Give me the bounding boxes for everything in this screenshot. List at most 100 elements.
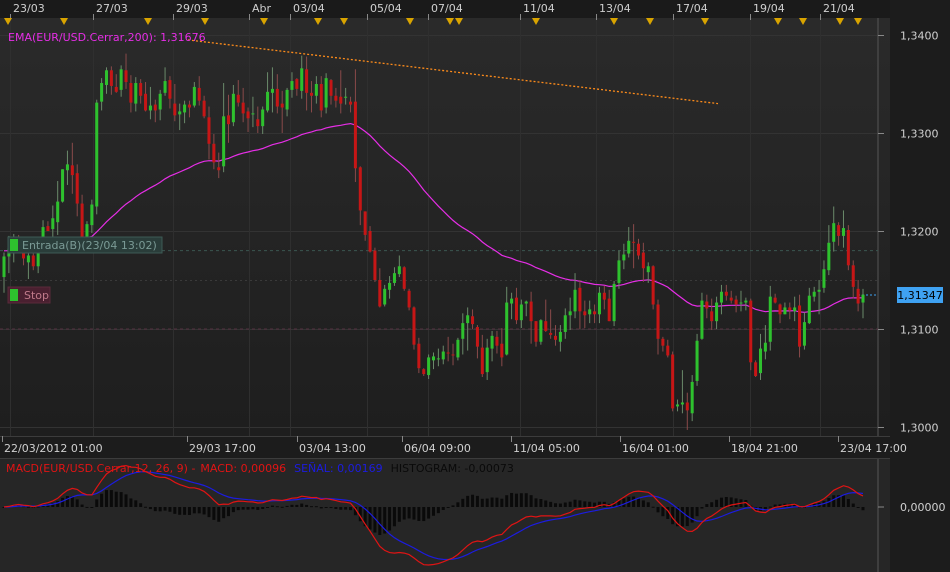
macd-panel (0, 458, 890, 572)
candle (51, 205, 55, 240)
macd-histogram-bar (461, 498, 465, 507)
event-marker-icon[interactable] (340, 18, 348, 25)
macd-histogram-bar (256, 507, 260, 510)
macd-histogram-bar (519, 493, 523, 507)
macd-histogram-bar (402, 507, 406, 520)
event-marker-icon[interactable] (4, 18, 12, 25)
event-marker-icon[interactable] (646, 18, 654, 25)
candle-body (793, 307, 797, 312)
macd-histogram-bar (534, 498, 538, 507)
entry-tag-box[interactable] (7, 236, 163, 254)
candle (104, 67, 109, 94)
candle-body (373, 250, 377, 280)
macd-value-label: MACD: 0,00096 (200, 462, 286, 475)
event-marker-icon[interactable] (799, 18, 807, 25)
candle-body (739, 302, 743, 304)
candle-body (841, 228, 845, 236)
top-date-label: 17/04 (676, 2, 708, 15)
candle (383, 284, 387, 307)
candle-body (641, 252, 645, 269)
candle (319, 76, 323, 118)
macd-histogram-bar (763, 507, 767, 511)
event-marker-icon[interactable] (774, 18, 782, 25)
event-marker-icon[interactable] (610, 18, 618, 25)
trend-line[interactable] (187, 39, 719, 105)
event-marker-icon[interactable] (60, 18, 68, 25)
candle-body (51, 218, 55, 230)
candle (524, 300, 528, 317)
event-marker-icon[interactable] (854, 18, 862, 25)
event-marker-icon[interactable] (532, 18, 540, 25)
macd-histogram-bar (217, 507, 221, 522)
macd-histogram-bar (124, 494, 128, 507)
stop-tag-box[interactable] (7, 286, 51, 304)
candle (168, 76, 172, 109)
event-marker-icon[interactable] (201, 18, 209, 25)
macd-histogram-bar (802, 506, 806, 508)
candle (700, 292, 704, 340)
candle (807, 287, 811, 325)
event-marker-icon[interactable] (446, 18, 454, 25)
macd-histogram-bar (270, 505, 274, 507)
macd-histogram-bar (578, 500, 582, 507)
macd-histogram-bar (505, 495, 509, 507)
event-marker-icon[interactable] (406, 18, 414, 25)
trend-line-path[interactable] (187, 39, 719, 105)
candle-body (422, 369, 426, 375)
candle (26, 249, 30, 280)
macd-histogram-bar (793, 503, 797, 507)
candle-body (139, 83, 143, 96)
stop-tag[interactable]: Stop (7, 286, 51, 304)
candle-body (183, 104, 187, 113)
macd-histogram-bar (65, 496, 69, 507)
candle (636, 238, 641, 260)
candle-body (70, 165, 74, 176)
event-marker-icon[interactable] (701, 18, 709, 25)
macd-histogram-bar (612, 502, 616, 507)
bottom-date-label: 22/03/2012 01:00 (4, 442, 103, 455)
macd-histogram-bar (539, 499, 543, 507)
macd-histogram-bar (471, 494, 475, 507)
macd-histogram-bar (676, 507, 680, 527)
macd-histogram-bar (309, 506, 313, 508)
macd-histogram-bar (514, 493, 518, 507)
event-marker-icon[interactable] (836, 18, 844, 25)
candle-body (715, 302, 719, 322)
candle (612, 280, 616, 327)
candle (451, 343, 455, 366)
macd-histogram-bar (641, 500, 645, 507)
candle (402, 266, 406, 291)
candle (602, 285, 606, 310)
event-marker-icon[interactable] (314, 18, 322, 25)
candle-body (617, 260, 621, 283)
candle-body (495, 336, 499, 346)
event-marker-icon[interactable] (144, 18, 152, 25)
entry-tag[interactable]: Entrada(B)(23/04 13:02) (7, 236, 163, 254)
macd-histogram-bar (729, 497, 733, 507)
macd-histogram-bar (300, 503, 304, 507)
candle-body (524, 301, 528, 304)
candle-body (349, 101, 353, 105)
candle (607, 289, 611, 322)
event-marker-icon[interactable] (260, 18, 268, 25)
candle-body (861, 294, 865, 303)
candle (768, 285, 772, 351)
candle-body (514, 297, 518, 321)
macd-histogram-bar (22, 506, 26, 508)
macd-histogram-bar (500, 498, 504, 507)
candle-body (573, 289, 577, 312)
candle (334, 87, 338, 108)
macd-title: MACD(EUR/USD.Cerrar,12, 26, 9) - (6, 462, 195, 475)
candle-body (431, 356, 436, 361)
candle-body (241, 102, 245, 114)
candle-body (558, 331, 562, 342)
price-tick-label: 1,3100 (900, 324, 939, 337)
candle-body (339, 96, 343, 104)
candle-body (612, 283, 616, 322)
macd-histogram-bar (837, 495, 841, 507)
event-marker-icon[interactable] (455, 18, 463, 25)
candle (217, 152, 221, 179)
macd-histogram-bar (246, 507, 250, 510)
candle (2, 252, 6, 293)
